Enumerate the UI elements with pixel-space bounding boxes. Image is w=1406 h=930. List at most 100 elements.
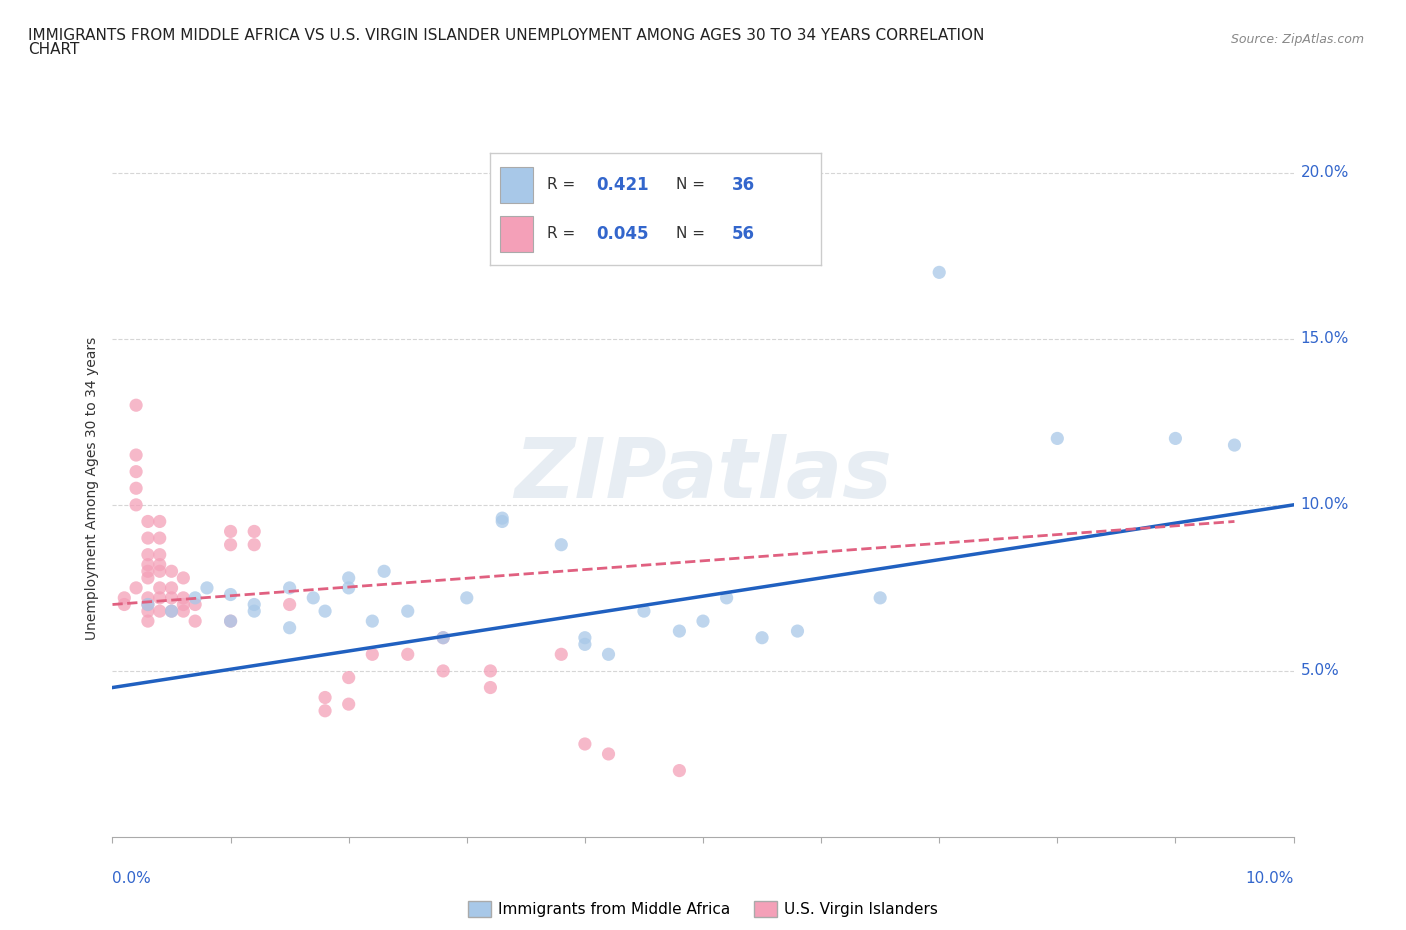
Point bbox=[219, 587, 242, 602]
Point bbox=[136, 570, 159, 585]
Point bbox=[278, 620, 301, 635]
Point bbox=[456, 591, 478, 605]
Text: 10.0%: 10.0% bbox=[1246, 871, 1294, 886]
Point bbox=[149, 604, 172, 618]
Text: 5.0%: 5.0% bbox=[1301, 663, 1340, 678]
Point bbox=[160, 591, 183, 605]
Text: 10.0%: 10.0% bbox=[1301, 498, 1348, 512]
Point bbox=[136, 597, 159, 612]
Point bbox=[149, 547, 172, 562]
Point bbox=[172, 597, 194, 612]
Point bbox=[136, 604, 159, 618]
Point bbox=[184, 591, 207, 605]
Point bbox=[337, 580, 360, 595]
Point bbox=[751, 631, 773, 645]
Point bbox=[184, 614, 207, 629]
Point bbox=[337, 697, 360, 711]
Point bbox=[136, 564, 159, 578]
Point bbox=[160, 604, 183, 618]
Point bbox=[219, 614, 242, 629]
Point bbox=[692, 614, 714, 629]
Point bbox=[869, 591, 891, 605]
Point bbox=[574, 737, 596, 751]
Point bbox=[112, 591, 135, 605]
Point bbox=[160, 580, 183, 595]
Legend: Immigrants from Middle Africa, U.S. Virgin Islanders: Immigrants from Middle Africa, U.S. Virg… bbox=[461, 896, 945, 923]
Text: IMMIGRANTS FROM MIDDLE AFRICA VS U.S. VIRGIN ISLANDER UNEMPLOYMENT AMONG AGES 30: IMMIGRANTS FROM MIDDLE AFRICA VS U.S. VI… bbox=[28, 28, 984, 43]
Point bbox=[243, 538, 266, 552]
Text: 0.0%: 0.0% bbox=[112, 871, 152, 886]
Point bbox=[598, 647, 620, 662]
Point bbox=[432, 663, 454, 678]
Point bbox=[172, 604, 194, 618]
Point bbox=[633, 604, 655, 618]
Point bbox=[219, 538, 242, 552]
Point bbox=[136, 531, 159, 546]
Point bbox=[125, 481, 148, 496]
Point bbox=[337, 570, 360, 585]
Point bbox=[432, 631, 454, 645]
Point bbox=[125, 464, 148, 479]
Point bbox=[243, 604, 266, 618]
Point bbox=[373, 564, 395, 578]
Point bbox=[160, 564, 183, 578]
Point bbox=[125, 580, 148, 595]
Point bbox=[716, 591, 738, 605]
Text: 20.0%: 20.0% bbox=[1301, 166, 1348, 180]
Point bbox=[786, 624, 808, 639]
Point bbox=[149, 557, 172, 572]
Point bbox=[149, 514, 172, 529]
Point bbox=[479, 680, 502, 695]
Point bbox=[1164, 431, 1187, 445]
Point bbox=[396, 604, 419, 618]
Point bbox=[136, 514, 159, 529]
Point bbox=[136, 591, 159, 605]
Point bbox=[314, 604, 336, 618]
Point bbox=[172, 591, 194, 605]
Point bbox=[278, 580, 301, 595]
Text: 15.0%: 15.0% bbox=[1301, 331, 1348, 346]
Point bbox=[491, 514, 513, 529]
Point bbox=[432, 631, 454, 645]
Point bbox=[479, 663, 502, 678]
Point bbox=[668, 764, 690, 778]
Point bbox=[243, 524, 266, 538]
Point bbox=[125, 447, 148, 462]
Point bbox=[1046, 431, 1069, 445]
Text: Source: ZipAtlas.com: Source: ZipAtlas.com bbox=[1230, 33, 1364, 46]
Point bbox=[149, 580, 172, 595]
Point bbox=[396, 647, 419, 662]
Text: CHART: CHART bbox=[28, 42, 80, 57]
Point bbox=[136, 597, 159, 612]
Point bbox=[136, 547, 159, 562]
Point bbox=[302, 591, 325, 605]
Point bbox=[314, 703, 336, 718]
Point bbox=[550, 647, 572, 662]
Point bbox=[219, 524, 242, 538]
Point bbox=[195, 580, 218, 595]
Point bbox=[149, 591, 172, 605]
Point bbox=[491, 511, 513, 525]
Point bbox=[243, 597, 266, 612]
Point bbox=[172, 570, 194, 585]
Point bbox=[314, 690, 336, 705]
Point bbox=[125, 498, 148, 512]
Point bbox=[184, 597, 207, 612]
Point bbox=[112, 597, 135, 612]
Point bbox=[160, 604, 183, 618]
Point bbox=[136, 557, 159, 572]
Point bbox=[219, 614, 242, 629]
Text: ZIPatlas: ZIPatlas bbox=[515, 433, 891, 515]
Y-axis label: Unemployment Among Ages 30 to 34 years: Unemployment Among Ages 30 to 34 years bbox=[86, 337, 100, 640]
Point bbox=[361, 647, 384, 662]
Point bbox=[337, 671, 360, 685]
Point bbox=[668, 624, 690, 639]
Point bbox=[136, 614, 159, 629]
Point bbox=[125, 398, 148, 413]
Point bbox=[1223, 438, 1246, 453]
Point bbox=[361, 614, 384, 629]
Point bbox=[574, 631, 596, 645]
Point bbox=[550, 538, 572, 552]
Point bbox=[278, 597, 301, 612]
Point bbox=[928, 265, 950, 280]
